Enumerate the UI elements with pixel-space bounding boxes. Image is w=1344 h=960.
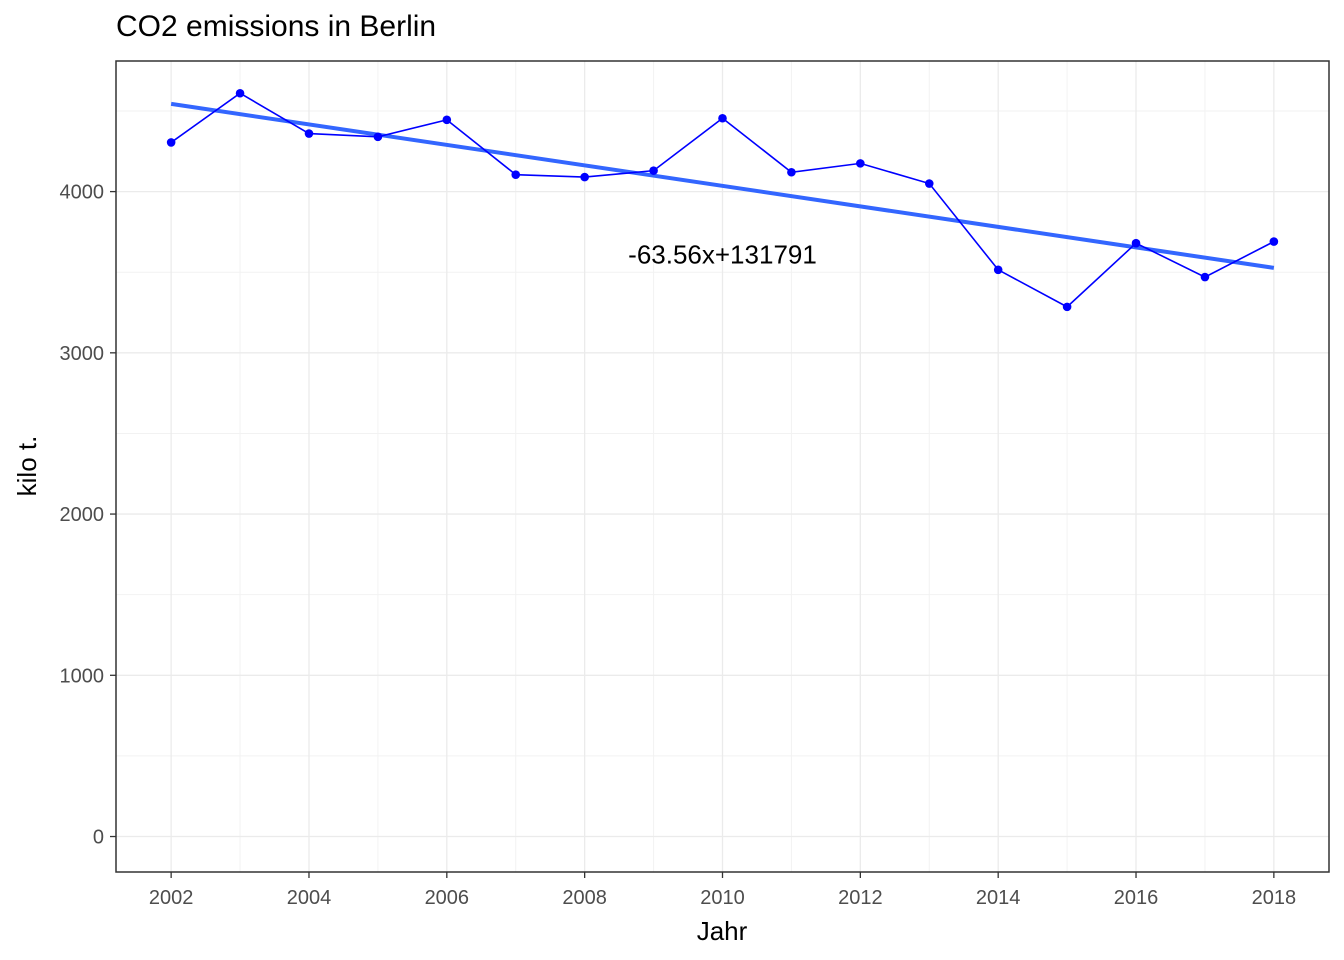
x-tick-label: 2012	[838, 887, 883, 909]
y-tick-label: 0	[93, 827, 104, 849]
data-point	[924, 179, 934, 188]
data-point	[304, 129, 314, 138]
y-tick-label: 4000	[60, 182, 105, 204]
trend-layer	[170, 101, 1275, 270]
x-tick-label: 2016	[1114, 887, 1159, 909]
trend-line	[170, 101, 1275, 270]
chart-title: CO2 emissions in Berlin	[116, 10, 437, 43]
data-point	[1269, 237, 1279, 246]
x-tick-label: 2004	[287, 887, 332, 909]
x-tick-label: 2018	[1252, 887, 1297, 909]
y-tick-label: 2000	[60, 504, 105, 526]
y-tick-label: 1000	[60, 665, 105, 687]
data-point	[718, 113, 727, 123]
data-point	[442, 115, 452, 125]
data-point	[787, 167, 796, 177]
data-point	[166, 138, 176, 147]
data-point	[580, 172, 589, 182]
data-point	[1131, 238, 1141, 248]
y-tick-label: 3000	[60, 343, 105, 365]
data-point	[235, 88, 245, 98]
data-point	[1200, 272, 1210, 282]
x-tick-label: 2008	[562, 887, 607, 909]
x-tick-label: 2006	[425, 887, 470, 909]
series-layer	[166, 88, 1279, 312]
y-axis-label: kilo t.	[12, 436, 42, 497]
data-point	[993, 265, 1003, 275]
data-point	[511, 170, 521, 179]
data-point	[649, 166, 658, 175]
x-tick-label: 2014	[976, 887, 1021, 909]
data-point	[1062, 302, 1072, 312]
axis-layer: 0 1000 2000 3000 4000 2002 2004 2006 2008 2010 201…	[60, 182, 1297, 909]
data-point	[373, 132, 383, 142]
x-tick-label: 2010	[700, 887, 745, 909]
data-point	[856, 159, 865, 168]
annotation-layer: -63.56x+131791	[628, 239, 817, 269]
trend-equation-label: -63.56x+131791	[628, 239, 817, 269]
x-tick-label: 2002	[149, 887, 194, 909]
grid-layer	[116, 61, 1329, 872]
x-axis-label: Jahr	[697, 916, 748, 946]
